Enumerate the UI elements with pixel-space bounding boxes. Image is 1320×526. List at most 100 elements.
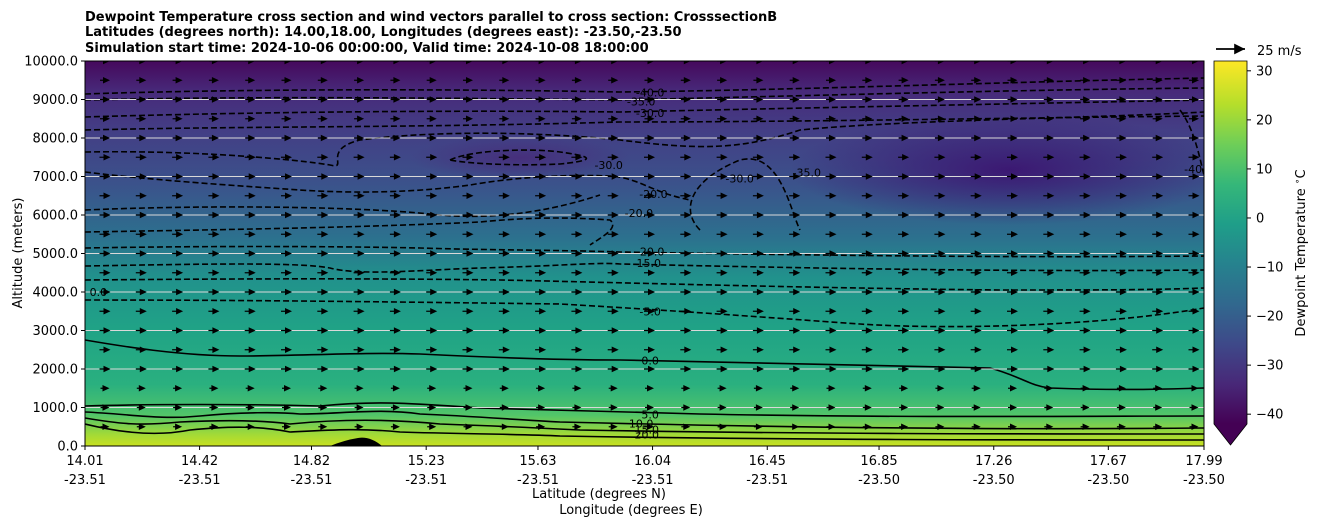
wind-vector-head [610, 385, 618, 392]
wind-vector-head [393, 96, 401, 103]
wind-vector-head [539, 288, 547, 296]
plot-area: -40.0-35.0-30.0-20.0-20.0-20.0-15.0-5.00… [85, 61, 1212, 446]
y-tick-label: 2000.0 [33, 363, 79, 378]
wind-vector-head [793, 154, 801, 161]
wind-vector-head [1119, 231, 1127, 238]
wind-vector-head [538, 404, 546, 411]
wind-vector-head [320, 77, 328, 84]
wind-vector-head [357, 77, 365, 84]
wind-vector-head [247, 423, 255, 430]
wind-vector-head [466, 154, 474, 161]
wind-vector-head [938, 173, 946, 180]
wind-vector-head [793, 192, 801, 199]
wind-vector-head [248, 365, 256, 373]
wind-vector-head [973, 404, 981, 411]
wind-vector-head [285, 365, 292, 373]
wind-vector-head [648, 269, 655, 276]
contour-label: -35.0 [793, 167, 821, 180]
wind-vector-head [429, 134, 437, 142]
wind-vector-head [756, 61, 764, 65]
wind-vector-head [1083, 288, 1091, 296]
contour-label: -40.0 [1184, 163, 1212, 176]
wind-vector-head [1192, 134, 1199, 142]
wind-vector-head [902, 327, 910, 334]
wind-vector-head [755, 385, 763, 392]
wind-vector-head [430, 308, 438, 315]
wind-vector-head [720, 231, 728, 238]
wind-vector-head [248, 231, 256, 238]
wind-vector-head [139, 327, 147, 334]
wind-vector-head [793, 365, 801, 373]
wind-vector-head [212, 365, 220, 373]
wind-vector-head [1082, 404, 1090, 411]
wind-vector-head [176, 308, 184, 315]
wind-vector-head [1047, 288, 1055, 296]
wind-vector-head [139, 269, 147, 276]
wind-vector-head [901, 385, 909, 392]
wind-vector-head [937, 96, 945, 103]
wind-vector-head [502, 154, 510, 161]
colorbar-frame [1213, 60, 1248, 446]
wind-vector-head [357, 250, 365, 257]
wind-vector-head [466, 288, 474, 296]
wind-vector-head [720, 346, 728, 353]
wind-vector-head [1010, 61, 1018, 65]
wind-vector-head [683, 423, 691, 430]
wind-vector-head [1010, 404, 1017, 411]
wind-vector-head [430, 327, 438, 334]
wind-vector-head [1156, 365, 1164, 373]
wind-vector-head [393, 77, 401, 84]
wind-vector-head [248, 346, 256, 353]
wind-vector-head [502, 115, 510, 122]
wind-vector-head [683, 96, 691, 103]
wind-vector-head [1156, 269, 1164, 276]
colorbar-label-text: Dewpoint Temperature [1294, 184, 1309, 336]
wind-vector-head [502, 211, 510, 219]
wind-vector-head [938, 250, 946, 257]
wind-vector-head [393, 288, 401, 296]
wind-vector-head [393, 346, 401, 353]
wind-vector-head [1155, 134, 1163, 142]
wind-vector-head [829, 77, 836, 84]
wind-vector-head [502, 231, 510, 238]
colorbar-tick-label: −30 [1256, 359, 1283, 374]
wind-vector-head [756, 173, 764, 180]
wind-vector-head [683, 61, 691, 65]
wind-vector-head [829, 211, 837, 219]
wind-vector-head [648, 250, 655, 257]
wind-vector-head [756, 115, 764, 122]
x-tick-label-lat: 15.63 [519, 454, 556, 469]
wind-vector-head [611, 327, 619, 334]
wind-vector-head [356, 404, 364, 411]
wind-vector-head [1010, 385, 1017, 392]
wind-vector-head [611, 365, 619, 373]
wind-vector-head [864, 385, 872, 392]
wind-vector-head [648, 231, 655, 238]
wind-vector-head [285, 269, 292, 276]
wind-vector-head [865, 365, 873, 373]
wind-vector-head [611, 154, 619, 161]
wind-vector-head [393, 211, 401, 219]
wind-vector-head [902, 154, 910, 161]
wind-vector-head [1011, 327, 1018, 334]
wind-vector-head [902, 269, 910, 276]
wind-vector-head [829, 250, 837, 257]
wind-vector-head [139, 115, 147, 122]
wind-vector-head [974, 346, 982, 353]
wind-vector-head [974, 77, 982, 84]
y-axis-label: Altitude (meters) [11, 198, 26, 309]
wind-vector-head [937, 423, 945, 430]
wind-vector-head [357, 192, 365, 199]
wind-vector-head [393, 231, 401, 238]
wind-vector-head [466, 192, 474, 199]
wind-vector-head [901, 77, 909, 84]
wind-vector-head [320, 385, 328, 392]
wind-vector-head [1156, 231, 1164, 238]
wind-vector-head [1119, 288, 1127, 296]
wind-vector-head [1119, 61, 1127, 65]
wind-vector-head [139, 250, 147, 257]
wind-vector-head [1047, 269, 1055, 276]
wind-vector-head [865, 231, 873, 238]
contour-label: -35.0 [627, 95, 655, 108]
